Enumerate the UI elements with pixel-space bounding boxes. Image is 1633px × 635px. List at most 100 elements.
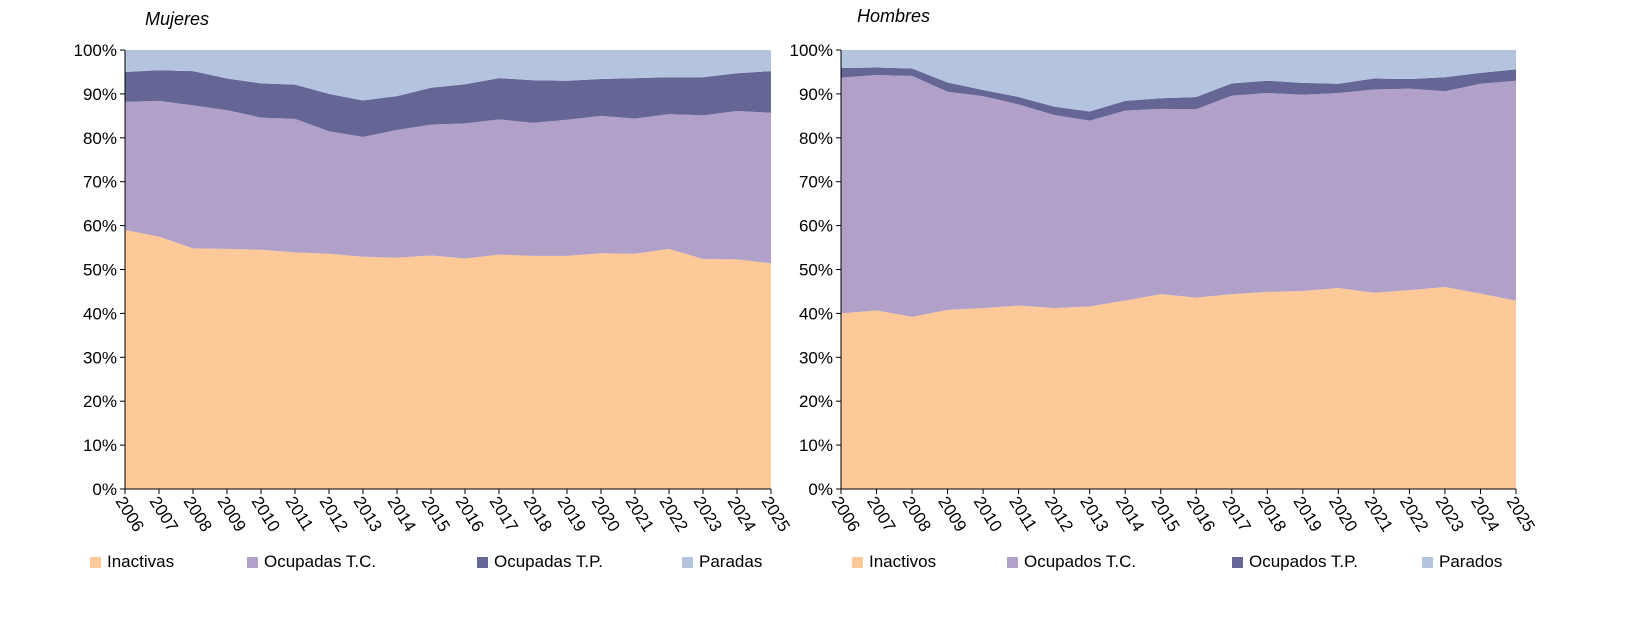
y-tick-label: 50% bbox=[83, 261, 117, 280]
x-tick-label: 2016 bbox=[1183, 493, 1219, 535]
x-tick-label: 2010 bbox=[248, 493, 284, 535]
legend-item: Inactivos bbox=[852, 552, 1007, 572]
legend-hombres: Inactivos Ocupados T.C. Ocupados T.P. Pa… bbox=[852, 552, 1502, 572]
y-tick-label: 100% bbox=[74, 41, 117, 60]
y-tick-label: 90% bbox=[83, 85, 117, 104]
chart-title-mujeres: Mujeres bbox=[145, 9, 210, 29]
x-tick-label: 2024 bbox=[724, 493, 760, 535]
area-paradas bbox=[125, 50, 771, 101]
x-tick-label: 2017 bbox=[486, 493, 522, 535]
x-tick-label: 2010 bbox=[970, 493, 1006, 535]
x-tick-label: 2007 bbox=[863, 493, 899, 535]
chart-1: 0%10%20%30%40%50%60%70%80%90%100%2006 200… bbox=[790, 41, 1539, 535]
x-tick-label: 2012 bbox=[316, 493, 352, 535]
y-tick-label: 10% bbox=[83, 436, 117, 455]
y-tick-label: 90% bbox=[799, 85, 833, 104]
legend-mujeres: Inactivas Ocupadas T.C. Ocupadas T.P. Pa… bbox=[90, 552, 762, 572]
y-tick-label: 20% bbox=[799, 392, 833, 411]
x-tick-label: 2022 bbox=[656, 493, 692, 535]
x-tick-label: 2008 bbox=[899, 493, 935, 535]
x-tick-label: 2019 bbox=[554, 493, 590, 535]
legend-label: Paradas bbox=[699, 552, 763, 571]
legend-swatch bbox=[682, 556, 693, 568]
legend-item: Ocupadas T.P. bbox=[477, 552, 682, 572]
legend-swatch bbox=[247, 556, 258, 568]
y-tick-label: 100% bbox=[790, 41, 833, 60]
legend-swatch bbox=[1232, 556, 1243, 568]
area-ocupadas-t-c- bbox=[125, 100, 771, 264]
legend-item: Parados bbox=[1422, 552, 1502, 572]
x-tick-label: 2006 bbox=[112, 493, 148, 535]
x-tick-label: 2014 bbox=[1112, 493, 1148, 535]
legend-swatch bbox=[1422, 556, 1433, 568]
y-tick-label: 30% bbox=[83, 348, 117, 367]
x-tick-label: 2009 bbox=[214, 493, 250, 535]
y-tick-label: 60% bbox=[799, 217, 833, 236]
legend-swatch bbox=[852, 556, 863, 568]
area-ocupados-t-c- bbox=[841, 75, 1516, 317]
y-tick-label: 20% bbox=[83, 392, 117, 411]
y-tick-label: 80% bbox=[83, 129, 117, 148]
y-tick-label: 0% bbox=[92, 480, 117, 499]
x-tick-label: 2017 bbox=[1218, 493, 1254, 535]
area-inactivos bbox=[841, 287, 1516, 489]
y-tick-label: 70% bbox=[799, 173, 833, 192]
x-tick-label: 2011 bbox=[1005, 493, 1040, 534]
x-tick-label: 2018 bbox=[520, 493, 556, 535]
legend-item: Ocupados T.C. bbox=[1007, 552, 1232, 572]
x-tick-label: 2019 bbox=[1289, 493, 1325, 535]
y-tick-label: 30% bbox=[799, 348, 833, 367]
y-tick-label: 70% bbox=[83, 173, 117, 192]
x-tick-label: 2025 bbox=[758, 493, 794, 535]
x-tick-label: 2008 bbox=[180, 493, 216, 535]
x-tick-label: 2009 bbox=[934, 493, 970, 535]
legend-label: Ocupadas T.P. bbox=[494, 552, 604, 571]
y-tick-label: 0% bbox=[808, 480, 833, 499]
x-tick-label: 2018 bbox=[1254, 493, 1290, 535]
area-ocupadas-t-p- bbox=[125, 70, 771, 137]
x-tick-label: 2021 bbox=[1361, 493, 1397, 535]
legend-item: Ocupadas T.C. bbox=[247, 552, 477, 572]
x-tick-label: 2013 bbox=[1076, 493, 1112, 535]
x-tick-label: 2013 bbox=[350, 493, 386, 535]
area-parados bbox=[841, 50, 1516, 112]
y-tick-label: 50% bbox=[799, 261, 833, 280]
x-tick-label: 2015 bbox=[1147, 493, 1183, 535]
x-tick-label: 2022 bbox=[1396, 493, 1432, 535]
x-tick-label: 2011 bbox=[282, 493, 317, 534]
chart-0: 0%10%20%30%40%50%60%70%80%90%100%2006200… bbox=[74, 41, 794, 535]
legend-item: Ocupados T.P. bbox=[1232, 552, 1422, 572]
x-tick-label: 2025 bbox=[1503, 493, 1539, 535]
y-tick-label: 80% bbox=[799, 129, 833, 148]
legend-label: Ocupados T.C. bbox=[1024, 552, 1137, 571]
legend-label: Ocupados T.P. bbox=[1249, 552, 1359, 571]
x-tick-label: 2014 bbox=[384, 493, 420, 535]
legend-label: Ocupadas T.C. bbox=[264, 552, 377, 571]
y-tick-label: 40% bbox=[83, 304, 117, 323]
legend-item: Inactivas bbox=[90, 552, 247, 572]
legend-item: Paradas bbox=[682, 552, 762, 572]
legend-label: Inactivas bbox=[107, 552, 175, 571]
legend-swatch bbox=[477, 556, 488, 568]
y-tick-label: 10% bbox=[799, 436, 833, 455]
legend-label: Inactivos bbox=[869, 552, 937, 571]
x-tick-label: 2023 bbox=[1432, 493, 1468, 535]
legend-swatch bbox=[90, 556, 101, 568]
y-tick-label: 60% bbox=[83, 217, 117, 236]
chart-title-hombres: Hombres bbox=[857, 6, 931, 26]
area-ocupados-t-p- bbox=[841, 67, 1516, 121]
x-tick-label: 2007 bbox=[146, 493, 182, 535]
legend-swatch bbox=[1007, 556, 1018, 568]
x-tick-label: 2020 bbox=[588, 493, 624, 535]
legend-label: Parados bbox=[1439, 552, 1503, 571]
x-tick-label: 2015 bbox=[418, 493, 454, 535]
x-tick-label: 2023 bbox=[690, 493, 726, 535]
y-tick-label: 40% bbox=[799, 304, 833, 323]
x-tick-label: 2021 bbox=[622, 493, 658, 535]
area-inactivas bbox=[125, 229, 771, 490]
x-tick-label: 2012 bbox=[1041, 493, 1077, 535]
x-tick-label: 2016 bbox=[452, 493, 488, 535]
x-tick-label: 2024 bbox=[1467, 493, 1503, 535]
x-tick-label: 2006 bbox=[828, 493, 864, 535]
